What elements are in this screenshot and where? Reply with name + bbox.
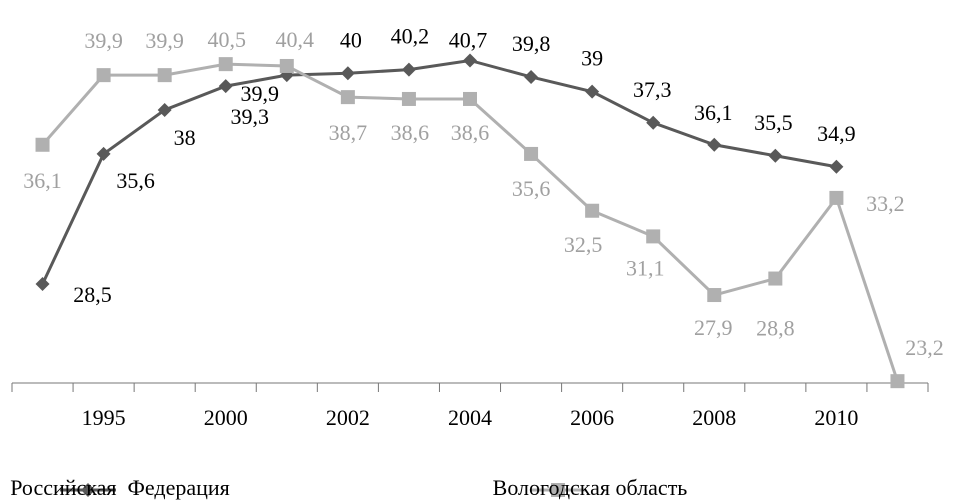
data-label: 38,6 (451, 120, 490, 145)
data-label: 27,9 (694, 315, 733, 340)
data-label: 39,3 (230, 104, 269, 129)
x-tick-label: 2008 (692, 405, 736, 430)
marker (646, 229, 661, 244)
marker (96, 146, 111, 161)
data-label: 34,9 (817, 121, 856, 146)
data-label: 35,6 (512, 176, 551, 201)
data-label: 35,6 (116, 168, 155, 193)
marker (157, 102, 172, 117)
data-label: 36,1 (694, 100, 733, 125)
x-tick-label: 2010 (814, 405, 858, 430)
data-label: 39,8 (512, 31, 551, 56)
marker (829, 159, 844, 174)
marker (463, 53, 477, 68)
marker (768, 271, 783, 286)
data-label: 40,7 (449, 28, 488, 53)
legend-label: Российская Федерация (10, 475, 230, 500)
data-label: 40,4 (276, 27, 315, 52)
marker (829, 190, 844, 205)
marker (279, 58, 294, 73)
data-label: 28,5 (73, 282, 112, 307)
x-tick-label: 1995 (82, 405, 126, 430)
x-tick-label: 2006 (570, 405, 614, 430)
data-label: 32,5 (564, 232, 603, 257)
marker (768, 148, 783, 163)
marker (463, 91, 477, 106)
data-label: 38 (174, 125, 196, 150)
marker (646, 115, 661, 130)
data-label: 40,5 (207, 27, 246, 52)
data-label: 39,9 (241, 81, 280, 106)
legend-label: Вологодская область (493, 475, 688, 500)
marker (524, 69, 539, 84)
marker (157, 68, 172, 83)
marker (401, 62, 416, 77)
data-label: 31,1 (626, 255, 665, 280)
marker (218, 79, 233, 94)
marker (585, 203, 600, 218)
data-label: 39,9 (145, 28, 184, 53)
data-label: 28,8 (756, 316, 795, 341)
marker (340, 90, 355, 105)
data-label: 38,7 (329, 120, 368, 145)
data-label: 37,3 (633, 77, 672, 102)
legend-marker (81, 483, 95, 497)
marker (401, 91, 416, 106)
data-label: 23,2 (905, 335, 944, 360)
marker (218, 57, 233, 72)
marker (890, 374, 905, 389)
marker (585, 84, 600, 99)
data-label: 38,6 (391, 120, 430, 145)
marker (340, 66, 355, 81)
data-label: 40,2 (391, 24, 430, 49)
x-tick-label: 2000 (204, 405, 248, 430)
x-tick-label: 2004 (448, 405, 492, 430)
data-label: 35,5 (754, 110, 793, 135)
legend-marker (551, 483, 565, 497)
data-label: 33,2 (866, 191, 905, 216)
data-label: 39,9 (84, 28, 123, 53)
marker (524, 146, 539, 161)
marker (96, 68, 111, 83)
marker (35, 277, 50, 292)
data-label: 40 (340, 27, 362, 52)
marker (35, 137, 50, 152)
series-line (41, 58, 837, 285)
data-label: 39 (581, 46, 603, 71)
marker (707, 288, 722, 303)
data-label: 36,1 (23, 168, 62, 193)
x-tick-label: 2002 (326, 405, 370, 430)
marker (707, 137, 722, 152)
